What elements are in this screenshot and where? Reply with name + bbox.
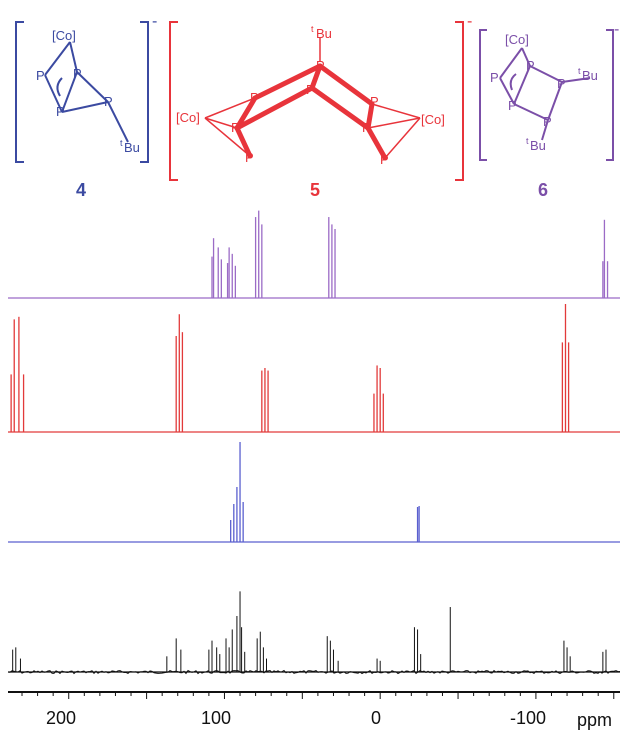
tbu-label: Bu	[316, 26, 332, 41]
noise-trace	[7, 669, 621, 675]
compound-label-4: 4	[76, 180, 86, 200]
p-atom: P	[231, 120, 240, 135]
charge-label: -	[467, 13, 472, 30]
tick-label: 100	[201, 708, 231, 728]
p-atom: P	[508, 98, 517, 113]
p-atom: P	[245, 150, 254, 165]
bracket-right	[455, 21, 464, 181]
bracket-left	[169, 21, 178, 181]
co-label: [Co]	[52, 28, 76, 43]
spectrum-experimental	[7, 591, 621, 675]
p-atom: P	[316, 58, 325, 73]
spectrum-5	[8, 304, 620, 433]
bracket-right	[140, 21, 149, 163]
tbu-label: Bu	[530, 138, 546, 153]
co-label: [Co]	[176, 110, 200, 125]
tbu-superscript: t	[120, 138, 123, 148]
tbu-superscript: t	[311, 24, 314, 34]
spectrum-4	[8, 442, 620, 543]
bracket-left	[15, 21, 24, 163]
p-atom: P	[557, 76, 566, 91]
p-atom: P	[362, 120, 371, 135]
p-atom: P	[56, 104, 65, 119]
p-atom: P	[306, 82, 315, 97]
structure-6: - [Co] P P P P P t Bu t Bu 6	[479, 21, 619, 200]
tbu-label: Bu	[124, 140, 140, 155]
p-atom: P	[526, 58, 535, 73]
structure-4: - [Co] P P P P t Bu 4	[15, 13, 157, 200]
ppm-axis: 200 100 0 -100 ppm	[8, 691, 620, 730]
p-atom: P	[104, 94, 113, 109]
p-atom: P	[370, 94, 379, 109]
p-atom: P	[36, 68, 45, 83]
bonds	[499, 47, 591, 141]
tick-label: -100	[510, 708, 546, 728]
axis-unit: ppm	[577, 710, 612, 730]
p-atom: P	[490, 70, 499, 85]
tbu-superscript: t	[578, 66, 581, 76]
compound-label-5: 5	[310, 180, 320, 200]
p-atom: P	[250, 90, 259, 105]
bonds	[204, 38, 421, 161]
tick-label: 0	[371, 708, 381, 728]
compound-label-6: 6	[538, 180, 548, 200]
p-atom: P	[543, 114, 552, 129]
charge-label: -	[152, 13, 157, 30]
tbu-superscript: t	[526, 136, 529, 146]
tbu-label: Bu	[582, 68, 598, 83]
spectrum-6	[8, 210, 620, 299]
p-atom: P	[73, 66, 82, 81]
charge-label: -	[614, 21, 619, 38]
bracket-right	[606, 29, 614, 161]
bracket-left	[479, 29, 487, 161]
structure-5: -	[169, 13, 472, 200]
bonds	[44, 41, 129, 143]
p-atom: P	[380, 152, 389, 167]
tick-label: 200	[46, 708, 76, 728]
co-label: [Co]	[421, 112, 445, 127]
co-label: [Co]	[505, 32, 529, 47]
